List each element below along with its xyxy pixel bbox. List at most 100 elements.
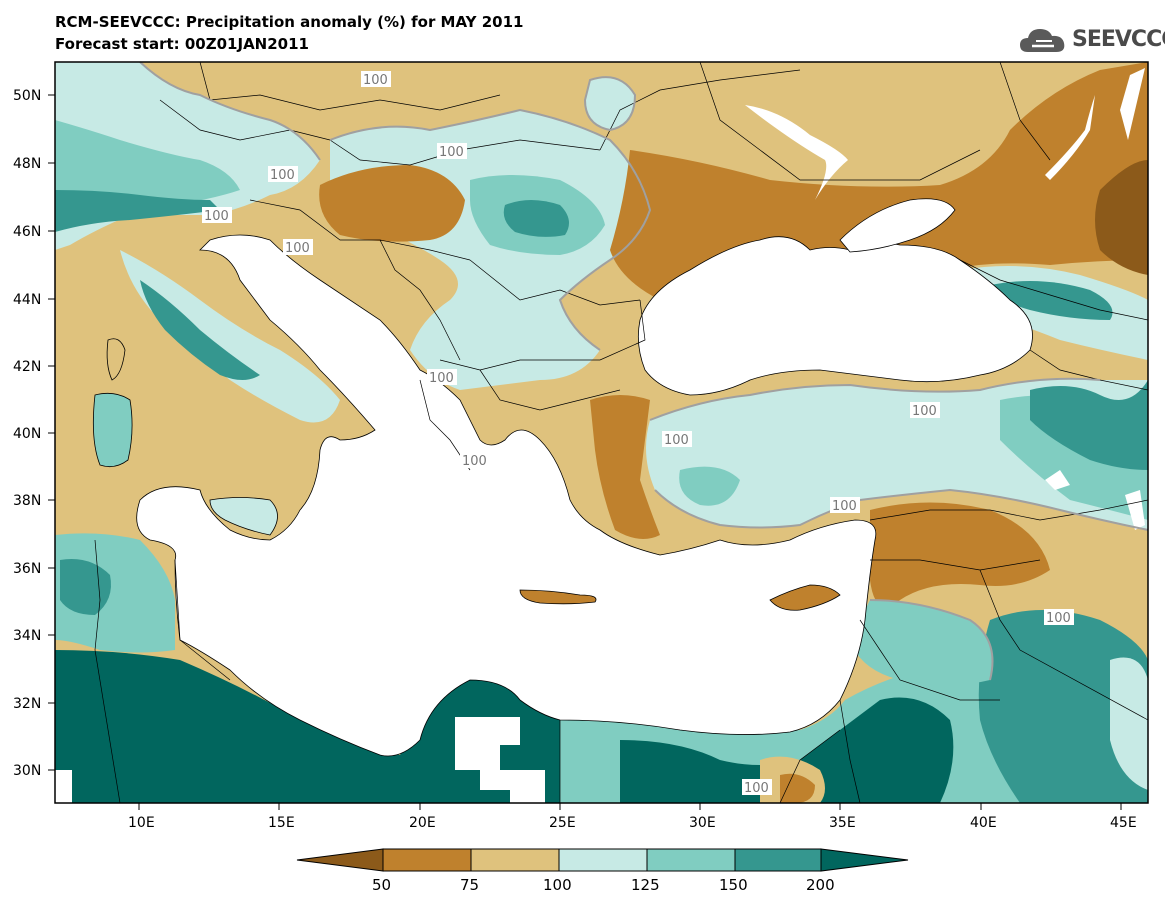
anomaly-region-arabia (978, 610, 1148, 803)
anomaly-region-caucasus-core (990, 281, 1113, 320)
missing-data-patch (745, 105, 848, 200)
corsica-island (106, 338, 126, 381)
contour-label: 100 (439, 145, 464, 160)
anomaly-region-dry-west-anatolia (590, 395, 660, 539)
anomaly-region-sinai-dry (780, 773, 815, 803)
missing-data-patch (455, 717, 545, 803)
missing-data-patch (1125, 490, 1145, 530)
contour-label: 100 (204, 209, 229, 224)
contour-label-box (460, 452, 490, 468)
anomaly-region-italy-core (140, 280, 260, 380)
anomaly-region-poland (585, 77, 635, 130)
mediterranean-sea (136, 234, 877, 757)
contour-label: 100 (744, 781, 769, 796)
cyprus-island (769, 584, 841, 611)
contour-label: 100 (429, 371, 454, 386)
black-sea (637, 236, 1033, 396)
colorbar-labels: 50 75 100 125 150 200 (372, 876, 835, 894)
colorbar-label: 100 (543, 876, 572, 894)
anomaly-region-alps-core (55, 120, 240, 215)
cloud-icon (1020, 29, 1065, 52)
contour-label: 100 (270, 168, 295, 183)
lat-label: 46N (13, 224, 41, 240)
seevccc-logo: SEEVCCC (1018, 22, 1165, 56)
contour-label-box (742, 779, 772, 795)
anomaly-region-levant (850, 600, 993, 685)
anomaly-region-anatolia-high (1030, 380, 1148, 470)
contour-label-box (283, 239, 313, 255)
colorbar-label: 50 (372, 876, 391, 894)
contour-label: 100 (912, 404, 937, 419)
sea-of-azov (839, 198, 956, 253)
anomaly-region-dry-ukraine (610, 62, 1148, 300)
colorbar-swatch (296, 848, 384, 872)
contour-labels: 100 100 100 100 100 100 100 100 100 100 … (202, 71, 1074, 796)
lat-label: 50N (13, 88, 41, 104)
colorbar-label: 125 (631, 876, 660, 894)
lon-label: 45E (1110, 815, 1137, 831)
anomaly-region-alps-high (55, 190, 220, 232)
anomaly-region-very-dry-ukraine (1095, 160, 1148, 275)
missing-data-patch (1045, 95, 1095, 180)
contour-label-box (427, 369, 457, 385)
colorbar-swatch (382, 848, 472, 872)
colorbar-label: 200 (806, 876, 835, 894)
contour-label-box (662, 431, 692, 447)
lon-label: 10E (128, 815, 155, 831)
anomaly-region-carpathian-high (503, 200, 569, 237)
contour-label-box (830, 497, 860, 513)
colorbar-label: 75 (460, 876, 479, 894)
contour-label-box (910, 402, 940, 418)
contour-label: 100 (462, 454, 487, 469)
contour-label: 100 (664, 433, 689, 448)
lon-label: 20E (409, 815, 436, 831)
longitude-axis (138, 803, 1122, 810)
latitude-labels: 50N 48N 46N 44N 42N 40N 38N 36N 34N 32N … (13, 88, 41, 779)
water-masks (55, 68, 1145, 803)
colorbar-swatch (734, 848, 822, 872)
sicily-island (209, 497, 278, 536)
country-borders (94, 61, 1149, 804)
contour-label: 100 (1046, 611, 1071, 626)
contour-label-box (361, 71, 391, 87)
contour-label-box (202, 207, 232, 223)
colorbar-swatch (646, 848, 736, 872)
colorbar-label: 150 (719, 876, 748, 894)
lat-label: 38N (13, 493, 41, 509)
lat-label: 34N (13, 628, 41, 644)
contour-label: 100 (285, 241, 310, 256)
colorbar (296, 848, 909, 872)
anomaly-region-dry-hungary (319, 165, 465, 242)
lat-label: 44N (13, 292, 41, 308)
contour-label: 100 (363, 73, 388, 88)
forecast-start-label: Forecast start: 00Z01JAN2011 (55, 35, 309, 53)
anomaly-region-dry-syria (870, 502, 1050, 607)
lat-label: 48N (13, 156, 41, 172)
contour-label-box (1044, 609, 1074, 625)
crete-island (519, 589, 597, 605)
anomaly-region-tunisia (60, 559, 111, 615)
contour-label-box (437, 143, 467, 159)
map-title: RCM-SEEVCCC: Precipitation anomaly (%) f… (55, 13, 524, 31)
lon-label: 15E (268, 815, 295, 831)
lon-label: 40E (970, 815, 997, 831)
colorbar-swatch (558, 848, 648, 872)
contour-label-box (268, 166, 298, 182)
lon-label: 35E (829, 815, 856, 831)
colorbar-swatch (820, 848, 909, 872)
contour-label: 100 (832, 499, 857, 514)
anomaly-region-central-anatolia (679, 466, 740, 506)
lat-label: 42N (13, 359, 41, 375)
anomaly-region-egypt-core (620, 697, 954, 803)
missing-data-patch (55, 770, 72, 803)
contour-100-lines (139, 61, 1149, 681)
longitude-labels: 10E 15E 20E 25E 30E 35E 40E 45E (128, 815, 1137, 831)
anomaly-region-arabia-light (1110, 657, 1148, 790)
lat-label: 30N (13, 763, 41, 779)
missing-data-patch (1120, 68, 1145, 140)
colorbar-swatch (470, 848, 560, 872)
missing-data-patch (1045, 470, 1070, 490)
lon-label: 25E (549, 815, 576, 831)
anomaly-region-italy (120, 250, 340, 423)
